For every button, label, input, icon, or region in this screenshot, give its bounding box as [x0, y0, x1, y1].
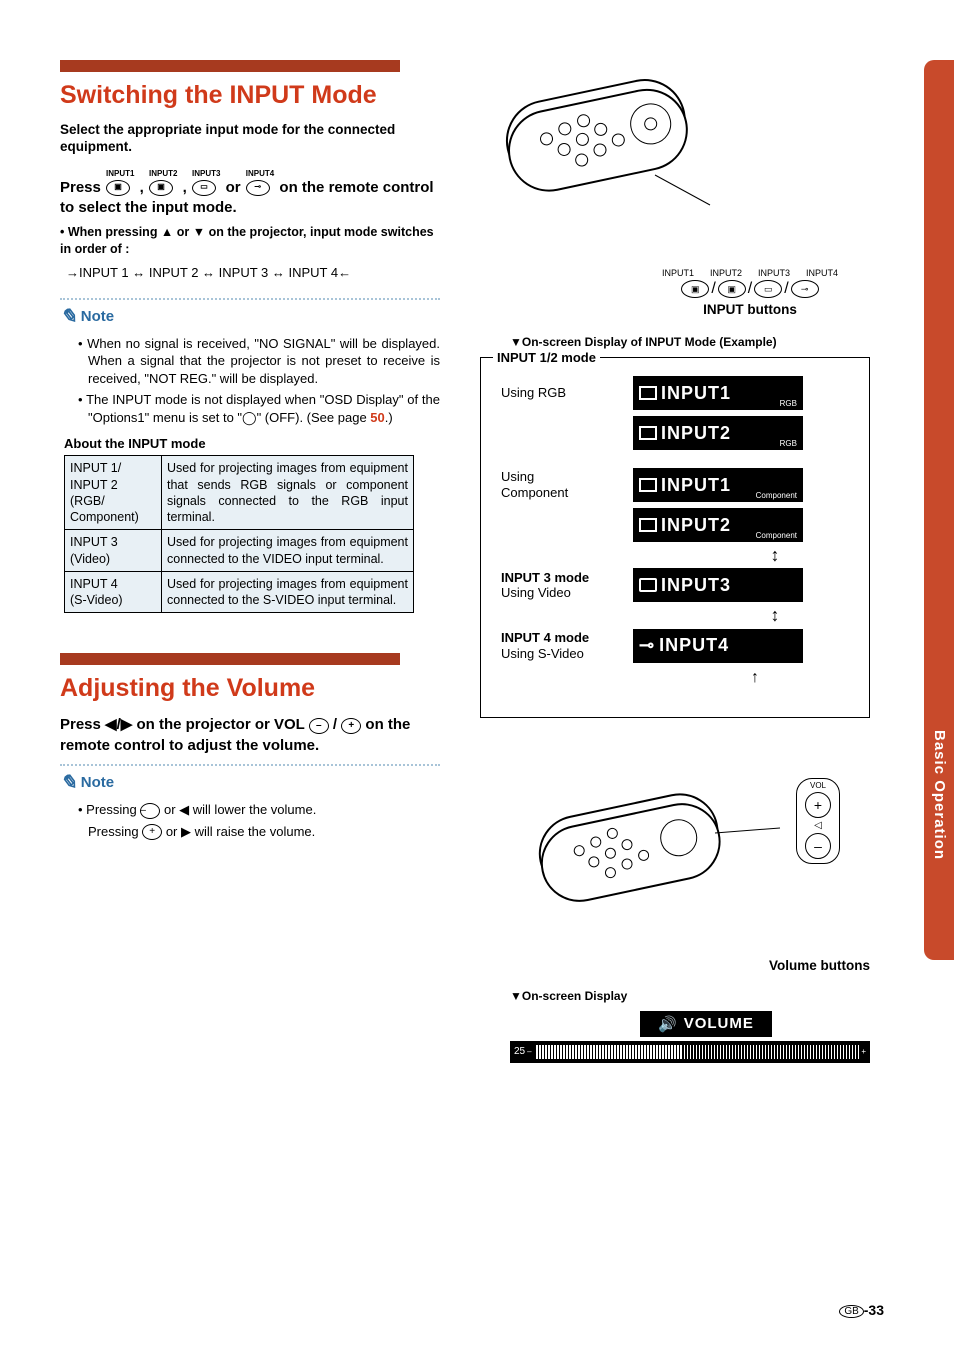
vol-minus-button: –: [805, 833, 831, 859]
input-cycle: →INPUT 1 ↔ INPUT 2 ↔ INPUT 3 ↔ INPUT 4←: [66, 265, 440, 280]
volume-chip: 🔊VOLUME: [640, 1011, 772, 1037]
note-item-1: When no signal is received, "NO SIGNAL" …: [87, 336, 440, 386]
vol-plus-button: +: [805, 792, 831, 818]
table-cell: INPUT 1/ INPUT 2 (RGB/ Component): [65, 456, 162, 530]
right-arrow-icon: [121, 716, 133, 733]
input4-btn-icon: ⊸: [791, 280, 819, 298]
volume-bar: [536, 1045, 862, 1059]
page-ref[interactable]: 50: [370, 410, 384, 425]
note-header-2: ✎ Note: [60, 770, 440, 795]
btn-label-2: INPUT2: [149, 170, 177, 178]
vol-buttons-outline: VOL + ◁ –: [796, 778, 840, 864]
note2-item-2: Pressing + or ▶ will raise the volume.: [88, 824, 315, 839]
left-arrow-icon: [105, 716, 117, 733]
input1-comp-chip: INPUT1Component: [633, 468, 803, 502]
mode-label: Using Component: [501, 469, 621, 500]
input3-chip: INPUT3: [633, 568, 803, 602]
input2-icon: ▣: [149, 180, 173, 196]
note2-item-1: Pressing – or ◀ will lower the volume.: [86, 802, 316, 817]
input2-btn-icon: ▣: [718, 280, 746, 298]
osd-volume: 🔊VOLUME 25 – +: [510, 1011, 870, 1063]
table-cell: INPUT 3 (Video): [65, 530, 162, 572]
input-buttons-row: ▣/ ▣/ ▭/ ⊸: [620, 280, 880, 298]
table-row: INPUT 1/ INPUT 2 (RGB/ Component) Used f…: [65, 456, 414, 530]
page-number: GB-33: [839, 1302, 884, 1318]
side-tab-label: Basic Operation: [931, 730, 948, 860]
remote-illustration-2: VOL + ◁ –: [520, 778, 840, 958]
table-cell: Used for projecting images from equipmen…: [162, 456, 414, 530]
section-divider: [60, 60, 400, 72]
input-btn-labels: INPUT1 INPUT2 INPUT3 INPUT4: [620, 268, 880, 278]
note-label: Note: [81, 308, 114, 325]
input1-btn-icon: ▣: [681, 280, 709, 298]
input-buttons-caption: INPUT buttons: [620, 302, 880, 317]
vol-minus-icon: –: [309, 718, 329, 734]
volume-buttons-caption: Volume buttons: [480, 958, 870, 973]
btn-label-1: INPUT1: [106, 170, 134, 178]
input4-chip: ⊸INPUT4: [633, 629, 803, 663]
instruction-pre: Press: [60, 179, 105, 196]
mode4-label: INPUT 4 mode Using S-Video: [501, 630, 621, 661]
cycle-arrow-icon: ↕: [701, 608, 849, 622]
note-label-2: Note: [81, 774, 114, 791]
note-icon: ✎: [60, 770, 77, 795]
region-badge: GB: [839, 1305, 863, 1318]
btn-label-3: INPUT3: [192, 170, 220, 178]
remote-illustration: [480, 60, 820, 260]
about-heading: About the INPUT mode: [64, 436, 440, 451]
volume-value: 25: [514, 1046, 525, 1057]
sub-bullet-text: When pressing ▲ or ▼ on the projector, i…: [60, 225, 434, 255]
mode3-label: INPUT 3 mode Using Video: [501, 570, 621, 601]
table-cell: Used for projecting images from equipmen…: [162, 571, 414, 613]
input1-rgb-chip: INPUT1RGB: [633, 376, 803, 410]
section1-title: Switching the INPUT Mode: [60, 80, 440, 110]
osd-heading: ▼On-screen Display of INPUT Mode (Exampl…: [510, 335, 880, 349]
section2-instruction: Press / on the projector or VOL – / + on…: [60, 715, 440, 756]
section1-sub-bullet: • When pressing ▲ or ▼ on the projector,…: [60, 224, 440, 257]
note-tail: .): [385, 410, 393, 425]
cycle-arrow-icon: ↕: [701, 548, 849, 562]
osd-box-label: INPUT 1/2 mode: [493, 350, 600, 365]
osd-heading-2: ▼On-screen Display: [510, 989, 880, 1003]
input3-icon: ▭: [192, 180, 216, 196]
input2-comp-chip: INPUT2Component: [633, 508, 803, 542]
section-divider: [60, 653, 400, 665]
table-cell: Used for projecting images from equipmen…: [162, 530, 414, 572]
input1-icon: ▣: [106, 180, 130, 196]
dotted-divider: [60, 764, 440, 766]
osd-example-box: INPUT 1/2 mode Using RGB INPUT1RGB INPUT…: [480, 357, 870, 718]
table-cell: INPUT 4 (S-Video): [65, 571, 162, 613]
note-body-2: • Pressing – or ◀ will lower the volume.…: [60, 801, 440, 840]
input2-rgb-chip: INPUT2RGB: [633, 416, 803, 450]
btn-label-4: INPUT4: [246, 170, 274, 178]
section2-title: Adjusting the Volume: [60, 673, 440, 703]
note-body-1: • When no signal is received, "NO SIGNAL…: [60, 335, 440, 427]
mode-label: Using RGB: [501, 385, 621, 401]
section1-intro: Select the appropriate input mode for th…: [60, 122, 440, 156]
dotted-divider: [60, 298, 440, 300]
vol-label: VOL: [797, 781, 839, 790]
note-icon: ✎: [60, 304, 77, 329]
section1-instruction: Press INPUT1▣ , INPUT2▣ , INPUT3▭ or INP…: [60, 170, 440, 219]
input3-btn-icon: ▭: [754, 280, 782, 298]
input4-icon: ⊸: [246, 180, 270, 196]
input-mode-table: INPUT 1/ INPUT 2 (RGB/ Component) Used f…: [64, 455, 414, 613]
table-row: INPUT 4 (S-Video) Used for projecting im…: [65, 571, 414, 613]
table-row: INPUT 3 (Video) Used for projecting imag…: [65, 530, 414, 572]
vol-plus-icon: +: [341, 718, 361, 734]
note-header: ✎ Note: [60, 304, 440, 329]
cycle-arrow-icon: ↑: [661, 669, 849, 687]
